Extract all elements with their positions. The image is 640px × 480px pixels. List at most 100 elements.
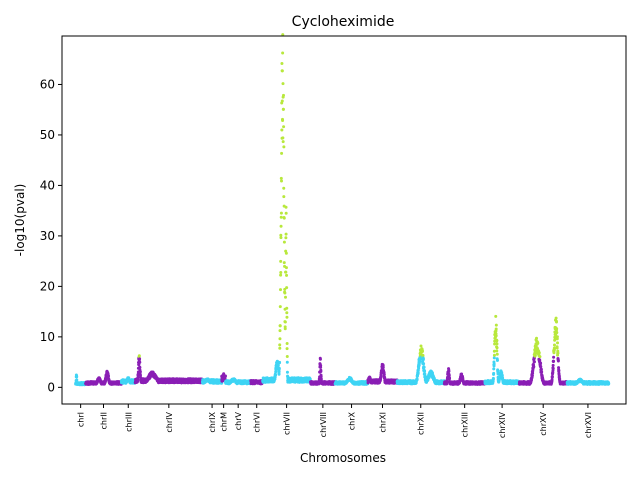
data-point — [107, 374, 110, 378]
series-chrx — [333, 375, 370, 386]
data-point — [553, 347, 557, 351]
data-point — [319, 364, 323, 368]
data-point — [279, 211, 283, 215]
series-chrxii — [395, 344, 446, 386]
data-point — [492, 371, 496, 375]
data-point — [284, 211, 288, 215]
data-point — [538, 355, 542, 359]
data-point — [422, 365, 426, 369]
series-chriv — [133, 354, 204, 385]
data-point — [223, 374, 227, 378]
data-point — [539, 364, 543, 368]
data-point — [285, 370, 289, 374]
data-point — [281, 82, 285, 86]
data-point — [282, 240, 286, 244]
series-chrviii — [309, 356, 337, 386]
data-point — [285, 311, 289, 315]
data-point — [281, 107, 285, 111]
data-point — [278, 337, 282, 341]
data-point — [494, 323, 498, 327]
data-point — [279, 288, 282, 292]
data-point — [492, 353, 496, 357]
data-point — [415, 378, 419, 382]
data-point — [279, 224, 283, 228]
data-point — [536, 341, 540, 345]
data-point — [284, 205, 288, 209]
data-point — [282, 195, 286, 199]
data-point — [138, 370, 142, 374]
data-point — [278, 343, 282, 347]
data-point — [381, 365, 385, 369]
data-point — [540, 370, 544, 374]
data-point — [137, 354, 141, 358]
data-point — [421, 357, 425, 361]
data-point — [448, 376, 452, 380]
data-point — [556, 351, 560, 355]
data-point — [138, 357, 142, 361]
data-point — [555, 346, 559, 350]
data-point — [281, 118, 285, 122]
data-point — [282, 93, 285, 97]
data-point — [554, 316, 558, 320]
data-point — [278, 346, 282, 350]
data-point — [279, 270, 283, 274]
data-point — [280, 179, 283, 183]
series-chrv — [224, 377, 253, 386]
data-point — [494, 314, 498, 318]
data-point — [138, 360, 142, 364]
series-chrvii — [261, 33, 312, 384]
data-point — [492, 367, 496, 371]
chart-title: Cycloheximide — [292, 14, 395, 30]
data-point — [278, 305, 282, 309]
data-point — [278, 329, 282, 333]
data-points — [74, 33, 611, 387]
data-point — [75, 378, 79, 382]
data-point — [283, 327, 287, 331]
data-point — [285, 354, 289, 358]
data-point — [274, 373, 278, 377]
series-chrm — [220, 372, 227, 383]
series-chrxiii — [442, 367, 487, 386]
data-point — [282, 216, 286, 220]
data-point — [494, 327, 498, 331]
data-point — [284, 270, 288, 274]
data-point — [552, 343, 556, 347]
data-point — [282, 186, 286, 190]
data-point — [382, 373, 386, 376]
data-point — [138, 373, 142, 377]
series-chrix — [201, 377, 224, 385]
data-point — [422, 362, 426, 366]
series-chrxv — [517, 316, 569, 386]
data-point — [447, 369, 451, 373]
data-point — [555, 331, 559, 335]
data-point — [532, 365, 536, 369]
data-point — [285, 273, 289, 277]
data-point — [277, 372, 281, 376]
data-point — [279, 215, 283, 219]
data-point — [138, 366, 142, 370]
data-point — [420, 349, 424, 353]
data-point — [319, 377, 323, 381]
data-point — [556, 341, 560, 345]
data-point — [284, 295, 287, 299]
data-point — [551, 367, 555, 371]
data-point — [494, 334, 498, 338]
data-point — [492, 356, 496, 360]
data-point — [279, 236, 283, 240]
data-point — [552, 355, 556, 359]
data-point — [318, 357, 322, 361]
data-point — [282, 145, 286, 149]
data-point — [280, 62, 284, 66]
data-point — [282, 125, 286, 129]
series-chrxi — [366, 362, 399, 385]
data-point — [281, 136, 285, 140]
data-point — [419, 344, 423, 348]
data-point — [279, 176, 283, 180]
data-point — [556, 359, 560, 363]
data-point — [136, 375, 140, 379]
data-point — [537, 351, 541, 355]
data-point — [104, 378, 108, 382]
data-point — [281, 140, 285, 144]
data-point — [495, 352, 499, 356]
data-point — [284, 251, 288, 255]
